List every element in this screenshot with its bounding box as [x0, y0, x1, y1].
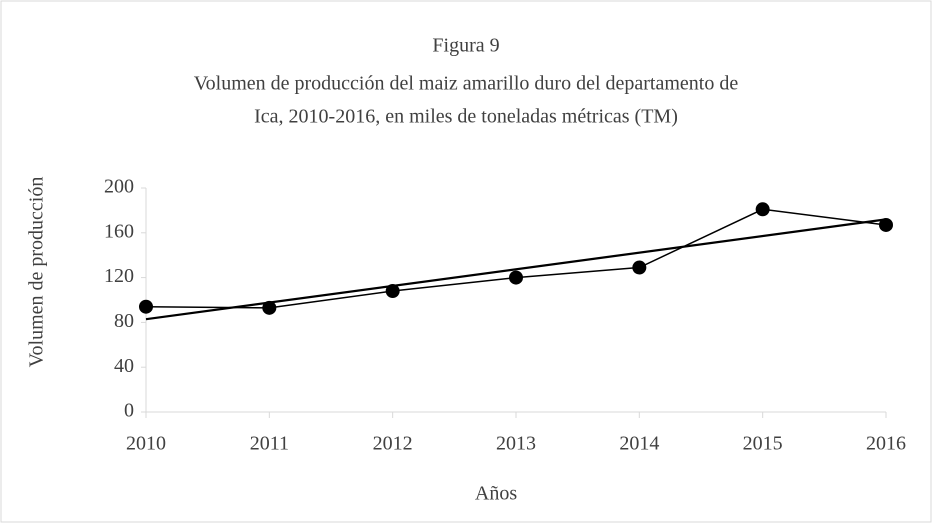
marker — [509, 270, 523, 285]
chart-title: Ica, 2010-2016, en miles de toneladas mé… — [254, 106, 678, 128]
y-tick-label: 120 — [104, 265, 134, 287]
marker — [755, 202, 770, 217]
x-tick-label: 2014 — [619, 433, 659, 455]
y-axis-label: Volumen de producción — [26, 177, 48, 368]
x-axis-label: Años — [475, 483, 517, 505]
y-tick-label: 40 — [114, 355, 134, 377]
x-tick-label: 2015 — [743, 433, 783, 455]
marker — [262, 300, 277, 315]
marker — [385, 284, 400, 299]
x-tick-label: 2016 — [866, 433, 906, 455]
x-tick-label: 2012 — [373, 433, 413, 455]
y-tick-label: 0 — [124, 400, 134, 422]
x-tick-label: 2013 — [496, 433, 536, 455]
marker — [139, 299, 153, 314]
chart-title: Volumen de producción del maiz amarillo … — [194, 73, 739, 95]
y-tick-label: 200 — [104, 176, 134, 198]
x-tick-label: 2011 — [250, 433, 289, 455]
marker — [879, 217, 893, 232]
y-tick-label: 160 — [104, 220, 134, 242]
chart-title: Figura 9 — [432, 35, 499, 57]
x-tick-label: 2010 — [126, 433, 166, 455]
y-tick-label: 80 — [114, 310, 134, 332]
marker — [632, 260, 647, 275]
